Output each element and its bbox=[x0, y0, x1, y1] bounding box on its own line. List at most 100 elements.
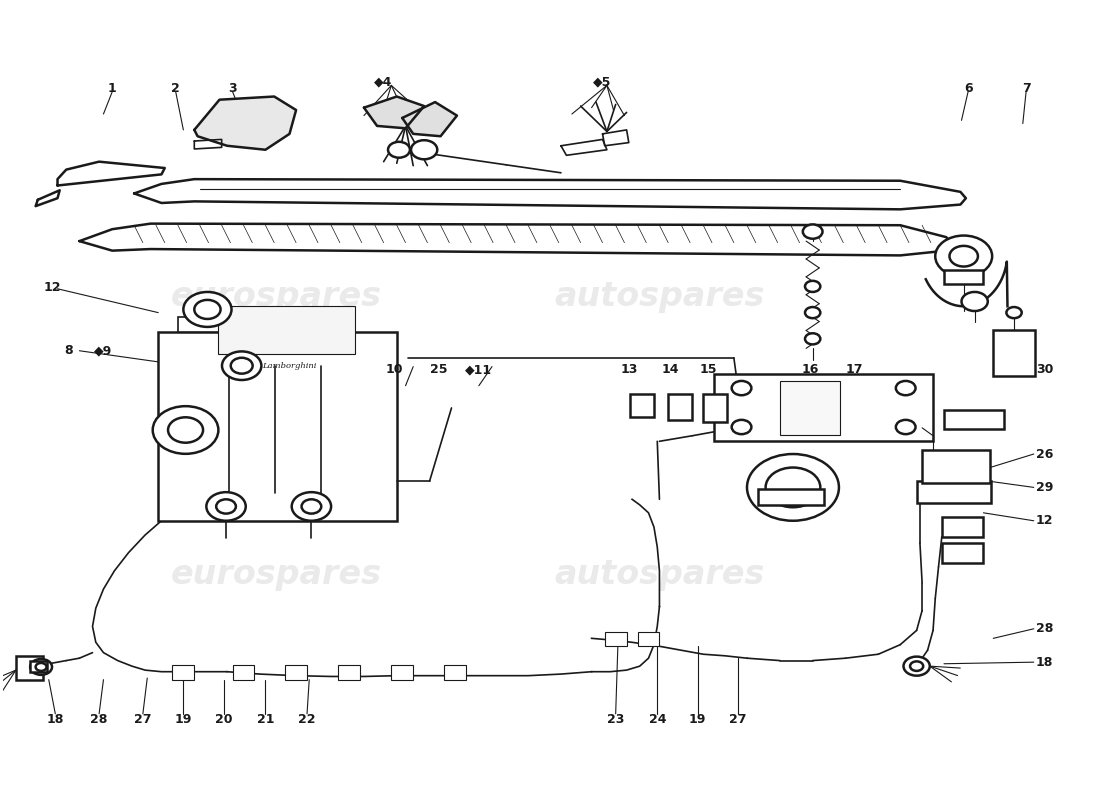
Bar bbox=[944, 270, 983, 284]
Bar bbox=[173, 666, 195, 680]
Circle shape bbox=[153, 406, 219, 454]
Circle shape bbox=[935, 235, 992, 277]
Circle shape bbox=[301, 499, 321, 514]
Circle shape bbox=[805, 334, 821, 344]
Bar bbox=[392, 666, 414, 680]
Text: Lamborghini: Lamborghini bbox=[262, 362, 317, 370]
Circle shape bbox=[895, 381, 915, 395]
Text: 18: 18 bbox=[46, 713, 64, 726]
Text: 22: 22 bbox=[298, 713, 316, 726]
Bar bbox=[942, 517, 983, 537]
Bar bbox=[15, 656, 43, 680]
Bar bbox=[703, 394, 727, 422]
Circle shape bbox=[217, 499, 235, 514]
Circle shape bbox=[903, 657, 929, 676]
Polygon shape bbox=[57, 162, 165, 186]
Text: 21: 21 bbox=[256, 713, 274, 726]
Text: 28: 28 bbox=[90, 713, 108, 726]
Bar bbox=[993, 330, 1035, 376]
Circle shape bbox=[195, 300, 221, 319]
Circle shape bbox=[168, 418, 204, 442]
Polygon shape bbox=[35, 190, 59, 206]
Text: 3: 3 bbox=[229, 82, 236, 95]
Circle shape bbox=[207, 492, 245, 521]
Text: 2: 2 bbox=[172, 82, 180, 95]
Text: 7: 7 bbox=[1022, 82, 1031, 95]
Bar bbox=[178, 318, 238, 332]
Text: 28: 28 bbox=[1036, 622, 1054, 635]
Circle shape bbox=[35, 663, 46, 671]
Circle shape bbox=[222, 351, 262, 380]
Polygon shape bbox=[403, 102, 456, 136]
Text: 18: 18 bbox=[1036, 656, 1054, 669]
Bar bbox=[219, 306, 355, 354]
Bar bbox=[443, 666, 465, 680]
Text: 19: 19 bbox=[175, 713, 192, 726]
Polygon shape bbox=[603, 130, 629, 146]
Text: 23: 23 bbox=[607, 713, 625, 726]
Bar bbox=[638, 632, 659, 646]
Bar bbox=[714, 374, 933, 442]
Polygon shape bbox=[364, 97, 425, 128]
Circle shape bbox=[805, 281, 821, 292]
Text: eurospares: eurospares bbox=[170, 558, 382, 591]
Polygon shape bbox=[195, 97, 296, 150]
Text: 17: 17 bbox=[846, 363, 864, 376]
Circle shape bbox=[1006, 307, 1022, 318]
Circle shape bbox=[766, 467, 821, 507]
Text: 20: 20 bbox=[216, 713, 232, 726]
Circle shape bbox=[895, 420, 915, 434]
Bar bbox=[605, 632, 627, 646]
Text: 27: 27 bbox=[134, 713, 152, 726]
Text: 29: 29 bbox=[1036, 481, 1054, 494]
Bar bbox=[780, 381, 840, 435]
Circle shape bbox=[747, 454, 839, 521]
Bar bbox=[158, 332, 397, 521]
Circle shape bbox=[732, 420, 751, 434]
Polygon shape bbox=[926, 252, 1008, 306]
Text: 13: 13 bbox=[620, 363, 638, 376]
Circle shape bbox=[803, 225, 823, 238]
Text: 19: 19 bbox=[689, 713, 706, 726]
Text: ◆5: ◆5 bbox=[593, 76, 612, 89]
Text: ◆11: ◆11 bbox=[465, 363, 493, 376]
Circle shape bbox=[30, 659, 52, 675]
Circle shape bbox=[949, 246, 978, 266]
Text: ◆4: ◆4 bbox=[374, 76, 393, 89]
Text: 8: 8 bbox=[64, 344, 73, 358]
Circle shape bbox=[184, 292, 231, 327]
Bar bbox=[338, 666, 360, 680]
Bar bbox=[630, 394, 654, 418]
Text: 6: 6 bbox=[964, 82, 972, 95]
Text: 15: 15 bbox=[700, 363, 717, 376]
Circle shape bbox=[732, 381, 751, 395]
Bar bbox=[942, 543, 983, 563]
Circle shape bbox=[292, 492, 331, 521]
Text: 26: 26 bbox=[1036, 447, 1054, 461]
Polygon shape bbox=[134, 179, 966, 210]
Text: 24: 24 bbox=[649, 713, 666, 726]
Circle shape bbox=[910, 662, 923, 671]
Text: 12: 12 bbox=[43, 281, 60, 294]
Text: 10: 10 bbox=[386, 363, 404, 376]
Text: ◆9: ◆9 bbox=[95, 344, 112, 358]
Text: 12: 12 bbox=[1036, 514, 1054, 527]
Bar bbox=[916, 481, 991, 503]
Text: 1: 1 bbox=[108, 82, 117, 95]
Bar bbox=[668, 394, 692, 420]
Text: eurospares: eurospares bbox=[170, 280, 382, 314]
Circle shape bbox=[805, 307, 821, 318]
Polygon shape bbox=[195, 139, 222, 149]
Text: 27: 27 bbox=[729, 713, 747, 726]
Bar bbox=[30, 661, 46, 672]
Text: 30: 30 bbox=[1036, 363, 1054, 376]
Text: autospares: autospares bbox=[554, 280, 764, 314]
Bar bbox=[232, 666, 254, 680]
Bar bbox=[758, 489, 824, 505]
Bar bbox=[944, 410, 1004, 430]
Polygon shape bbox=[79, 224, 953, 255]
Circle shape bbox=[411, 140, 438, 159]
Circle shape bbox=[231, 358, 253, 374]
Text: autospares: autospares bbox=[554, 558, 764, 591]
Text: 14: 14 bbox=[661, 363, 679, 376]
